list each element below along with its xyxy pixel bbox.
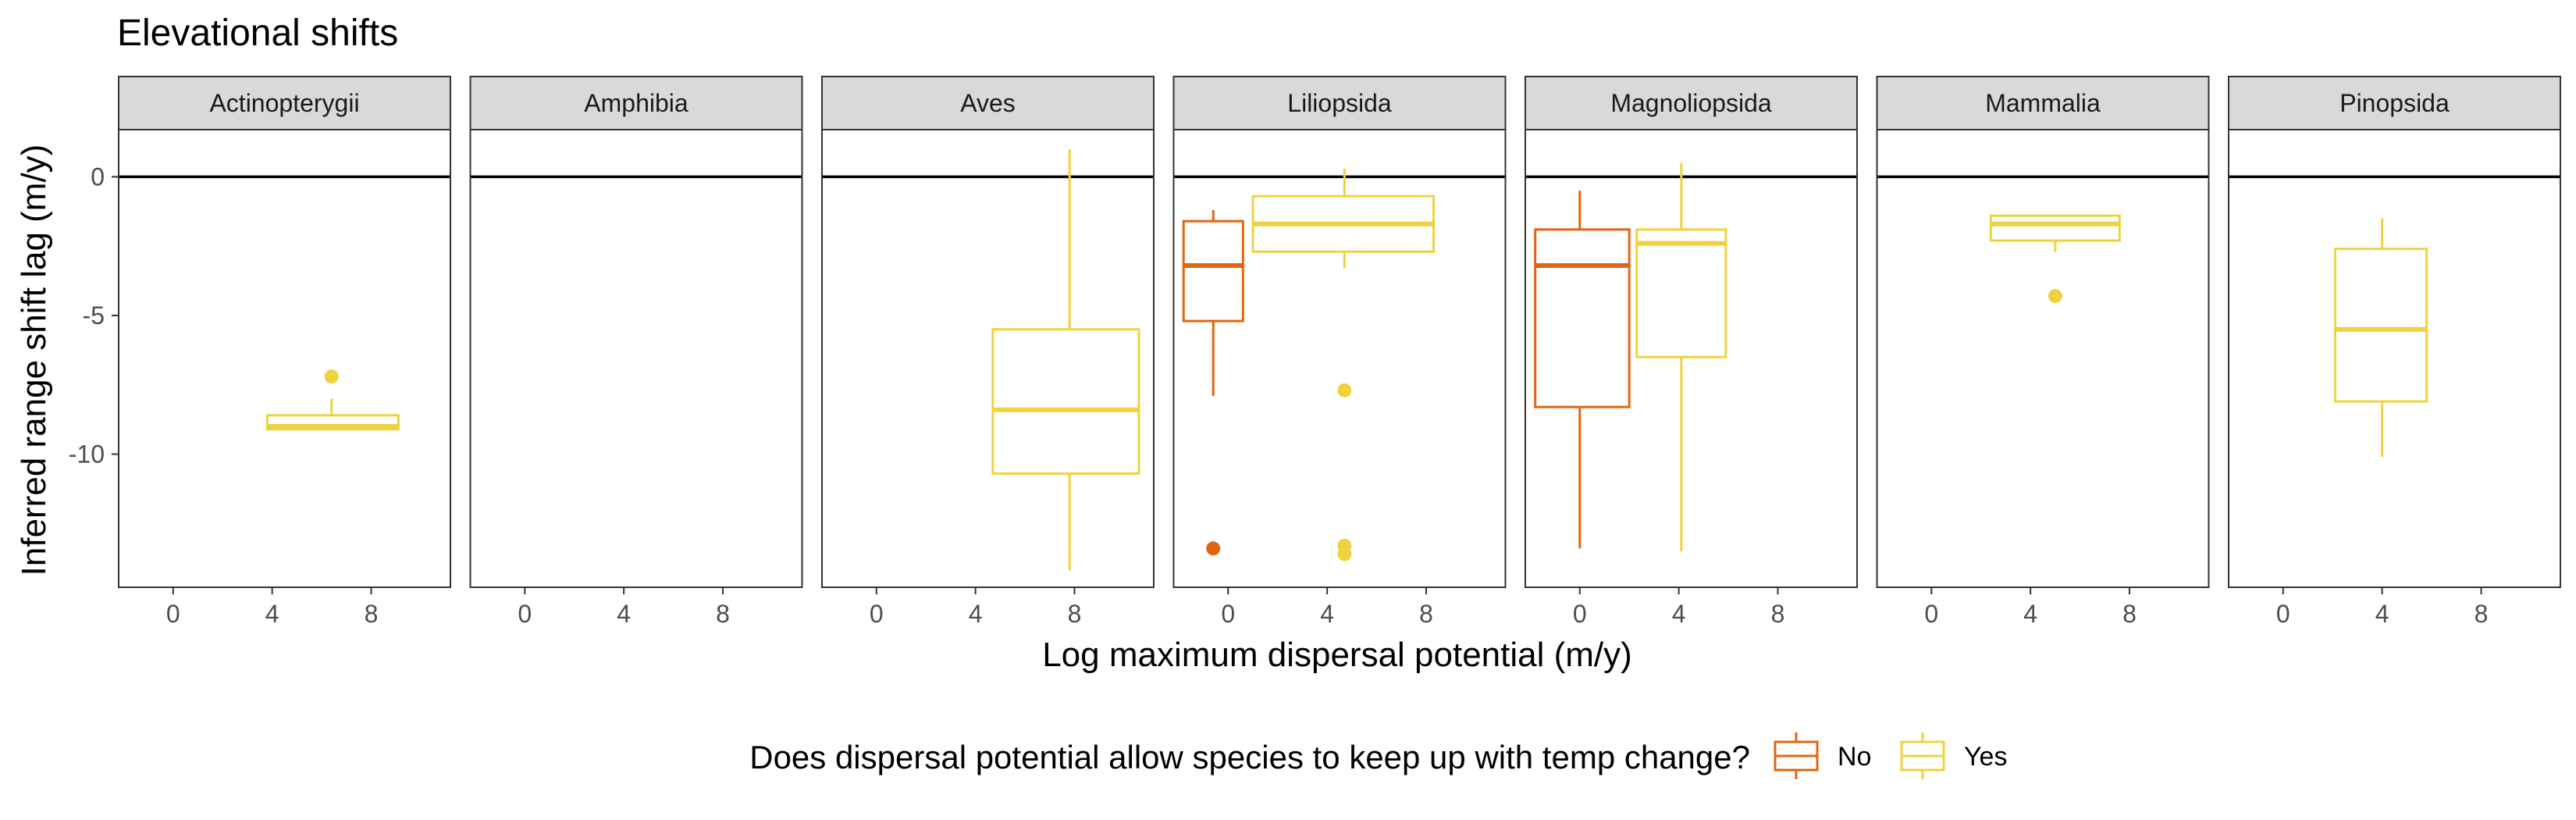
x-tick-label: 4 bbox=[1672, 600, 1686, 628]
box-iqr bbox=[2333, 248, 2428, 403]
box-no bbox=[1182, 209, 1244, 556]
y-axis: 0 -5 -10 bbox=[69, 162, 119, 469]
x-tick-label: 0 bbox=[1924, 600, 1938, 628]
facet-strip-label: Pinopsida bbox=[2339, 89, 2450, 117]
box-yes bbox=[1635, 162, 1727, 551]
legend-label: No bbox=[1838, 742, 1871, 772]
outlier-point bbox=[324, 369, 339, 384]
box-yes bbox=[991, 148, 1140, 571]
facet-strip-label: Aves bbox=[960, 89, 1016, 117]
facet-strip bbox=[1172, 76, 1507, 130]
y-tick-label: -10 bbox=[69, 440, 105, 469]
x-tick-label: 8 bbox=[1419, 600, 1433, 628]
box-iqr bbox=[1534, 228, 1631, 408]
x-tick-label: 4 bbox=[2375, 600, 2389, 628]
panel-border bbox=[118, 129, 451, 588]
x-tick-label: 8 bbox=[1068, 600, 1082, 628]
outlier-point bbox=[1206, 541, 1221, 556]
facet-panel: Liliopsida 0 4 8 bbox=[1172, 76, 1507, 628]
facet-panel: Aves 0 4 8 bbox=[821, 76, 1155, 628]
chart-title: Elevational shifts bbox=[117, 12, 398, 54]
panel-border bbox=[821, 129, 1155, 588]
box-yes bbox=[1989, 214, 2121, 304]
x-tick-label: 0 bbox=[1573, 600, 1587, 628]
x-tick-label: 8 bbox=[716, 600, 730, 628]
legend-entry: Yes bbox=[1900, 733, 2007, 779]
facet-panel: Magnoliopsida 0 4 8 bbox=[1525, 76, 1858, 628]
x-tick-label: 0 bbox=[1221, 600, 1235, 628]
box-iqr bbox=[991, 328, 1140, 475]
facet-panel: Mammalia 0 4 8 bbox=[1876, 76, 2210, 628]
x-tick-label: 8 bbox=[365, 600, 379, 628]
box-iqr bbox=[1635, 228, 1727, 358]
facet-strip-label: Magnoliopsida bbox=[1610, 89, 1772, 117]
legend-label: Yes bbox=[1964, 742, 2007, 772]
x-tick-label: 4 bbox=[265, 600, 279, 628]
x-tick-label: 0 bbox=[166, 600, 180, 628]
panel-border bbox=[469, 129, 803, 588]
facet-panel: Pinopsida 0 4 8 bbox=[2228, 76, 2561, 628]
panel-border bbox=[1525, 129, 1858, 588]
x-tick-label: 4 bbox=[969, 600, 983, 628]
facet-panel: Amphibia 0 4 8 bbox=[469, 76, 803, 628]
x-tick-label: 0 bbox=[518, 600, 532, 628]
y-axis-title: Inferred range shift lag (m/y) bbox=[15, 144, 53, 576]
x-tick-label: 4 bbox=[2023, 600, 2037, 628]
panel-border bbox=[1172, 129, 1507, 588]
panel-border bbox=[1876, 129, 2210, 588]
outlier-point bbox=[1337, 383, 1352, 398]
legend-entry: No bbox=[1774, 733, 1871, 779]
legend: Does dispersal potential allow species t… bbox=[749, 733, 2007, 779]
x-tick-label: 4 bbox=[617, 600, 631, 628]
box-yes bbox=[2333, 218, 2428, 458]
facet-panel: Actinopterygii 0 4 8 bbox=[118, 76, 451, 628]
facet-strip bbox=[118, 76, 451, 130]
panel-background bbox=[119, 130, 450, 587]
box-iqr bbox=[1182, 219, 1244, 323]
x-tick-label: 8 bbox=[2475, 600, 2489, 628]
facet-strip-label: Amphibia bbox=[584, 89, 688, 117]
facet-strip-label: Actinopterygii bbox=[209, 89, 359, 117]
x-tick-label: 8 bbox=[1771, 600, 1785, 628]
x-tick-label: 0 bbox=[870, 600, 884, 628]
x-tick-label: 0 bbox=[2276, 600, 2290, 628]
panel-background bbox=[470, 130, 802, 587]
panel-background bbox=[1877, 130, 2209, 587]
box-yes bbox=[265, 369, 400, 431]
outlier-point bbox=[2048, 289, 2062, 304]
panel-border bbox=[2228, 129, 2561, 588]
facet-strip-label: Liliopsida bbox=[1287, 89, 1392, 117]
outlier-point bbox=[1337, 547, 1352, 562]
facet-strip-label: Mammalia bbox=[1985, 89, 2101, 117]
facet-strip bbox=[469, 76, 803, 130]
x-tick-label: 4 bbox=[1320, 600, 1334, 628]
y-tick-label: 0 bbox=[91, 162, 105, 191]
x-axis-title: Log maximum dispersal potential (m/y) bbox=[1042, 636, 1632, 674]
legend-title: Does dispersal potential allow species t… bbox=[749, 739, 1750, 775]
box-no bbox=[1534, 191, 1631, 549]
box-iqr bbox=[1989, 214, 2121, 242]
y-tick-label: -5 bbox=[83, 301, 105, 330]
box-yes bbox=[1251, 168, 1436, 562]
facet-strip bbox=[1876, 76, 2210, 130]
x-tick-label: 8 bbox=[2122, 600, 2137, 628]
